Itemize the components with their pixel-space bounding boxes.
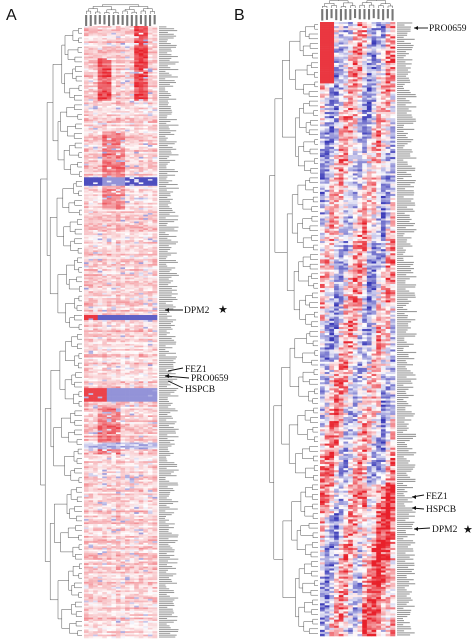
annotation-dpm2-a: DPM2 ★: [165, 303, 228, 316]
panel-letter-b: B: [234, 7, 245, 24]
panel-a: A DPM2 ★ FEZ1 PRO0659 HSPCB: [6, 4, 229, 639]
column-labels-a: [85, 15, 156, 27]
column-dendrogram-b: [322, 0, 393, 8]
annotation-hspcb-b: HSPCB: [411, 505, 456, 515]
gene-label-hspcb-a: HSPCB: [185, 385, 215, 395]
annotation-fez1-b: FEZ1: [411, 492, 448, 502]
star-icon: ★: [218, 303, 228, 316]
star-icon: ★: [463, 523, 473, 536]
annotation-fez1-a: FEZ1: [167, 365, 207, 375]
gene-label-pro0659-b: PRO0659: [429, 24, 467, 34]
gene-label-fez1-a: FEZ1: [185, 365, 207, 375]
heatmap-a: [84, 26, 158, 639]
annotation-pro0659-b: PRO0659: [414, 24, 467, 34]
panel-letter-a: A: [6, 7, 17, 24]
annotation-pro0659-a: PRO0659: [164, 374, 229, 384]
row-dendrogram-b: [269, 24, 318, 634]
column-dendrogram-a: [86, 4, 155, 14]
annotation-hspcb-a: HSPCB: [167, 380, 215, 395]
gene-label-dpm2-a: DPM2: [184, 306, 210, 316]
panel-b: B PRO0659 FEZ1 HSPCB DPM2 ★: [234, 0, 473, 637]
row-labels-a: [159, 26, 179, 638]
row-labels-b: [397, 22, 417, 636]
annotation-dpm2-b: DPM2 ★: [413, 523, 473, 536]
row-dendrogram-a: [40, 28, 82, 636]
gene-label-hspcb-b: HSPCB: [426, 505, 456, 515]
column-labels-b: [321, 9, 394, 21]
gene-label-pro0659-a: PRO0659: [191, 374, 229, 384]
heatmap-b: [320, 22, 396, 637]
gene-label-dpm2-b: DPM2: [432, 525, 458, 535]
gene-label-fez1-b: FEZ1: [426, 492, 448, 502]
